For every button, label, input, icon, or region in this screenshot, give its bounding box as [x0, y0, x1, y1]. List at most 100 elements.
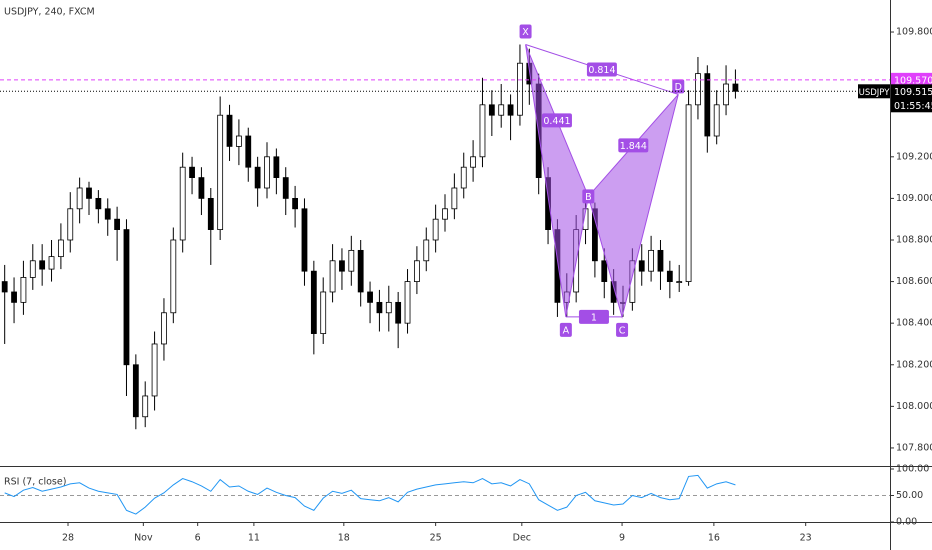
- ratio-label: 1.844: [620, 141, 647, 152]
- candle-body: [132, 364, 139, 418]
- x-tick-label: 9: [619, 533, 625, 544]
- candle-body: [376, 301, 383, 314]
- candle-body: [385, 301, 392, 314]
- candle-body: [301, 208, 308, 272]
- y-tick-label: 108.000: [896, 401, 932, 412]
- candle-body: [245, 135, 252, 168]
- candle-body: [339, 260, 345, 272]
- alert-label-box: [891, 72, 932, 87]
- ratio-label: 0.814: [588, 65, 615, 76]
- candle-body: [423, 239, 430, 262]
- y-tick-label: 108.200: [896, 359, 932, 370]
- candle-body: [695, 73, 701, 106]
- candle-body: [235, 135, 242, 147]
- symbol-label: USDJPY: [859, 88, 891, 98]
- candle-body: [357, 249, 364, 293]
- candle-body: [404, 281, 411, 324]
- ratio-label: 1: [591, 312, 597, 323]
- point-label: D: [675, 82, 682, 93]
- point-label: C: [619, 325, 626, 336]
- candle-body: [704, 73, 711, 137]
- candle-body: [292, 197, 299, 210]
- candle-body: [470, 156, 477, 168]
- point-label: X: [522, 27, 529, 38]
- x-tick-label: 28: [62, 533, 74, 544]
- candle-body: [310, 270, 317, 334]
- y-tick-label: 100.00: [896, 464, 929, 475]
- candle-body: [479, 104, 486, 158]
- x-tick-label: Nov: [134, 533, 153, 544]
- point-box: [672, 79, 685, 94]
- candle-body: [507, 104, 514, 116]
- candle-body: [29, 260, 36, 278]
- x-tick-label: 18: [338, 533, 350, 544]
- x-tick-label: 6: [195, 533, 201, 544]
- candle-body: [282, 177, 289, 199]
- candle-body: [460, 166, 467, 189]
- candle-body: [666, 270, 673, 282]
- x-tick-label: 16: [708, 533, 720, 544]
- candle-body: [1, 281, 8, 293]
- symbol-box: [858, 84, 890, 99]
- candle-body: [442, 208, 448, 220]
- candle-body: [39, 260, 46, 270]
- point-box: [559, 322, 572, 337]
- x-tick-label: 23: [800, 533, 812, 544]
- candle-body: [86, 187, 92, 199]
- point-box: [616, 322, 629, 337]
- candle-body: [676, 281, 683, 283]
- candle-body: [517, 62, 523, 116]
- candle-body: [498, 104, 505, 116]
- candle-body: [76, 187, 83, 210]
- rsi-title: RSI (7, close): [4, 477, 66, 488]
- candle-body: [432, 218, 439, 241]
- ratio-box: [578, 309, 609, 324]
- price-box: [891, 84, 932, 113]
- y-tick-label: 108.800: [896, 234, 932, 245]
- candle-body: [57, 239, 64, 258]
- x-tick-label: 11: [248, 533, 260, 544]
- x-tick-label: Dec: [513, 533, 531, 544]
- x-tick-label: 25: [430, 533, 442, 544]
- candle-body: [413, 260, 420, 282]
- candle-body: [114, 218, 121, 230]
- ratio-box: [586, 62, 617, 77]
- candle-body: [395, 301, 402, 324]
- ratio-box: [618, 138, 649, 153]
- candle-body: [95, 197, 102, 210]
- candle-body: [123, 229, 130, 366]
- candle-body: [20, 277, 27, 303]
- candle-body: [170, 239, 177, 314]
- y-tick-label: 108.400: [896, 318, 932, 329]
- ratio-box: [541, 113, 572, 128]
- point-box: [519, 24, 532, 39]
- chart-title: USDJPY, 240, FXCM: [4, 7, 95, 18]
- candle-body: [732, 83, 739, 92]
- y-tick-label: 109.000: [896, 193, 932, 204]
- price-label: 109.515: [894, 87, 932, 98]
- candle-body: [207, 197, 214, 230]
- y-tick-label: 0.00: [896, 517, 917, 528]
- candle-body: [273, 156, 280, 178]
- candle-body: [329, 260, 336, 293]
- rsi-line: [4, 474, 736, 515]
- candle-body: [451, 187, 458, 210]
- candle-body: [488, 104, 495, 116]
- candle-body: [648, 249, 655, 272]
- candle-body: [638, 260, 645, 272]
- y-tick-label: 108.600: [896, 276, 932, 287]
- candle-body: [11, 291, 17, 303]
- countdown-label: 01:55:45: [894, 101, 932, 112]
- candle-body: [367, 291, 373, 303]
- candle-body: [254, 166, 261, 189]
- y-tick-label: 107.800: [896, 442, 932, 453]
- ratio-label: 0.441: [543, 116, 570, 127]
- candle-body: [226, 114, 233, 147]
- candle-body: [657, 249, 664, 272]
- candle-body: [151, 343, 158, 397]
- candle-body: [142, 395, 149, 418]
- candle-body: [198, 177, 205, 199]
- point-label: A: [563, 325, 570, 336]
